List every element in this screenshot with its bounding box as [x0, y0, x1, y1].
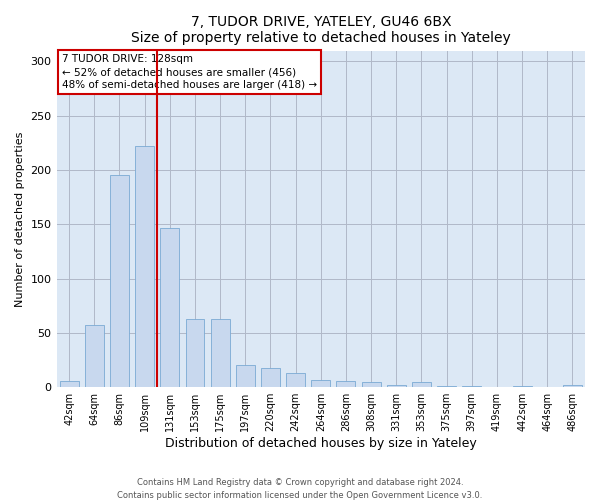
Bar: [387, 385, 406, 387]
Bar: [59, 380, 79, 387]
Title: 7, TUDOR DRIVE, YATELEY, GU46 6BX
Size of property relative to detached houses i: 7, TUDOR DRIVE, YATELEY, GU46 6BX Size o…: [131, 15, 511, 45]
Bar: [311, 380, 330, 387]
Bar: [512, 386, 532, 387]
Bar: [85, 326, 104, 387]
Bar: [362, 382, 380, 387]
Bar: [135, 146, 154, 387]
Bar: [160, 228, 179, 387]
Bar: [463, 386, 481, 387]
Bar: [337, 380, 355, 387]
Bar: [185, 319, 205, 387]
Bar: [261, 368, 280, 387]
Bar: [412, 382, 431, 387]
X-axis label: Distribution of detached houses by size in Yateley: Distribution of detached houses by size …: [165, 437, 476, 450]
Bar: [563, 385, 582, 387]
Bar: [437, 386, 456, 387]
Bar: [286, 373, 305, 387]
Bar: [110, 176, 129, 387]
Bar: [236, 366, 255, 387]
Text: Contains HM Land Registry data © Crown copyright and database right 2024.
Contai: Contains HM Land Registry data © Crown c…: [118, 478, 482, 500]
Text: 7 TUDOR DRIVE: 128sqm
← 52% of detached houses are smaller (456)
48% of semi-det: 7 TUDOR DRIVE: 128sqm ← 52% of detached …: [62, 54, 317, 90]
Bar: [211, 319, 230, 387]
Y-axis label: Number of detached properties: Number of detached properties: [15, 131, 25, 306]
